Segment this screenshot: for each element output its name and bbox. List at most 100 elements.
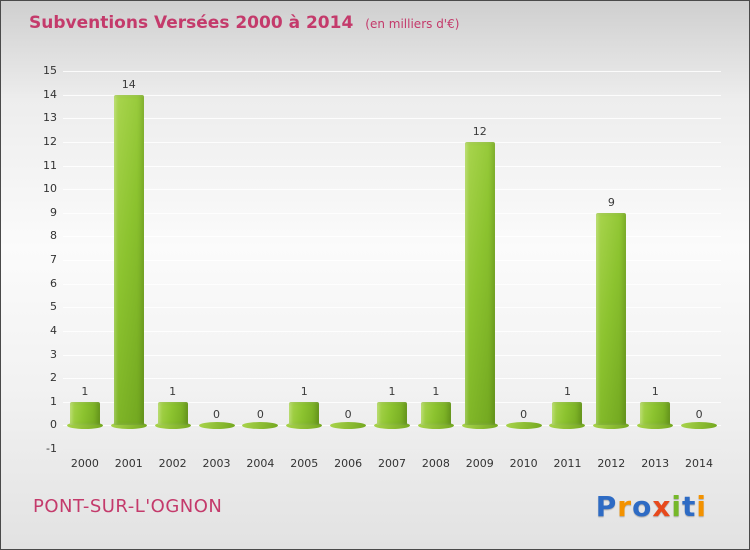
bar-base-ellipse	[330, 421, 367, 429]
x-axis-tick-label: 2007	[377, 457, 406, 470]
bar	[289, 401, 320, 426]
bar	[640, 401, 671, 426]
chart-subtitle: (en milliers d'€)	[365, 17, 460, 31]
bar-value-label: 1	[300, 384, 308, 398]
x-axis-tick-label: 2003	[202, 457, 231, 470]
logo-letter: r	[617, 490, 633, 523]
bar-base-ellipse	[198, 421, 235, 429]
gridline	[63, 212, 721, 214]
bar-base-ellipse	[286, 421, 323, 429]
gridline	[63, 94, 721, 96]
gridline	[63, 165, 721, 167]
bar	[69, 401, 100, 426]
gridline	[63, 71, 721, 72]
bar	[552, 401, 583, 426]
x-axis-tick-label: 2011	[553, 457, 582, 470]
gridline	[63, 354, 721, 356]
y-axis-tick-label: 12	[43, 134, 57, 148]
bar	[596, 212, 627, 426]
y-axis-tick-label: -1	[46, 442, 57, 455]
bar-value-label: 1	[81, 384, 89, 398]
bar-value-label: 1	[169, 384, 177, 398]
bar-value-label: 0	[256, 408, 264, 422]
bar-value-label: 9	[607, 195, 615, 209]
y-axis-tick-label: 4	[50, 323, 57, 337]
gridline	[63, 189, 721, 191]
gridline	[63, 236, 721, 238]
logo-letter: t	[682, 490, 697, 523]
x-axis-tick-label: 2012	[597, 457, 626, 470]
bar-value-label: 14	[121, 77, 136, 91]
x-axis-tick-label: 2004	[246, 457, 275, 470]
bar-base-ellipse	[549, 421, 586, 429]
bar-value-label: 12	[472, 124, 487, 138]
y-axis-tick-label: 7	[50, 253, 57, 266]
y-axis-tick-label: 5	[50, 300, 57, 314]
gridline	[63, 378, 721, 380]
bar-base-ellipse	[374, 421, 410, 429]
place-label: PONT-SUR-L'OGNON	[33, 496, 223, 517]
bar	[157, 401, 188, 426]
y-axis-tick-label: 8	[50, 229, 57, 243]
x-axis-tick-label: 2009	[465, 457, 494, 470]
chart-header: Subventions Versées 2000 à 2014 (en mill…	[29, 13, 459, 33]
bar-value-label: 0	[520, 408, 528, 422]
y-axis-tick-label: 0	[50, 418, 57, 432]
chart-title: Subventions Versées 2000 à 2014	[29, 13, 354, 33]
y-axis-tick-label: 13	[43, 111, 57, 125]
gridline	[63, 283, 721, 285]
y-axis-tick-label: 2	[50, 371, 57, 385]
bar-base-ellipse	[110, 421, 147, 429]
bar	[113, 94, 144, 426]
plot-area: -1 0 1 2 3 4 5 6 7 8 9 10 11 12 13 14 15 1 2000 14 2001 1 2002…	[43, 65, 721, 470]
gridline	[63, 307, 721, 309]
y-axis-tick-label: 1	[50, 394, 57, 408]
x-axis-tick-label: 2002	[158, 457, 187, 470]
bar-base-ellipse	[681, 421, 718, 429]
bar-value-label: 1	[651, 384, 659, 398]
y-axis-tick-label: 10	[43, 182, 57, 196]
bar	[420, 401, 451, 426]
x-axis-tick-label: 2013	[641, 457, 670, 470]
bar-value-label: 0	[695, 408, 703, 422]
bar-value-label: 1	[432, 384, 440, 398]
x-axis-tick-label: 2000	[70, 457, 99, 470]
bar	[377, 401, 407, 426]
y-axis-tick-label: 6	[50, 276, 57, 290]
bar-base-ellipse	[154, 421, 191, 429]
y-axis-tick-label: 15	[43, 64, 57, 77]
gridline	[63, 330, 721, 332]
bar	[464, 141, 495, 426]
x-axis-tick-label: 2008	[421, 457, 450, 470]
bar-base-ellipse	[505, 421, 542, 429]
y-axis-tick-label: 9	[50, 205, 57, 219]
y-axis-tick-label: 14	[43, 87, 57, 101]
logo-letter: o	[632, 490, 653, 523]
y-axis-tick-label: 3	[50, 347, 57, 361]
x-axis-tick-label: 2006	[334, 457, 363, 470]
x-axis-tick-label: 2010	[509, 457, 538, 470]
bar-value-label: 1	[388, 384, 396, 398]
bar-base-ellipse	[461, 421, 498, 429]
x-axis-tick-label: 2014	[685, 457, 714, 470]
bar-base-ellipse	[417, 421, 454, 429]
gridline	[63, 449, 721, 450]
logo-letter: P	[595, 490, 618, 523]
bar-base-ellipse	[66, 421, 103, 429]
proxiti-logo: Proxiti	[596, 490, 707, 523]
gridline	[63, 141, 721, 143]
gridline	[63, 260, 721, 261]
bar-base-ellipse	[637, 421, 674, 429]
x-axis-tick-label: 2001	[114, 457, 143, 470]
logo-letter: i	[696, 490, 707, 523]
x-axis-tick-label: 2005	[290, 457, 319, 470]
logo-letter: x	[652, 490, 672, 523]
logo-letter: i	[671, 490, 682, 523]
bar-base-ellipse	[593, 421, 630, 429]
bar-value-label: 0	[344, 408, 352, 422]
bar-value-label: 0	[213, 408, 221, 422]
bar-value-label: 1	[563, 384, 571, 398]
y-axis-tick-label: 11	[43, 158, 57, 172]
gridline	[63, 118, 721, 120]
